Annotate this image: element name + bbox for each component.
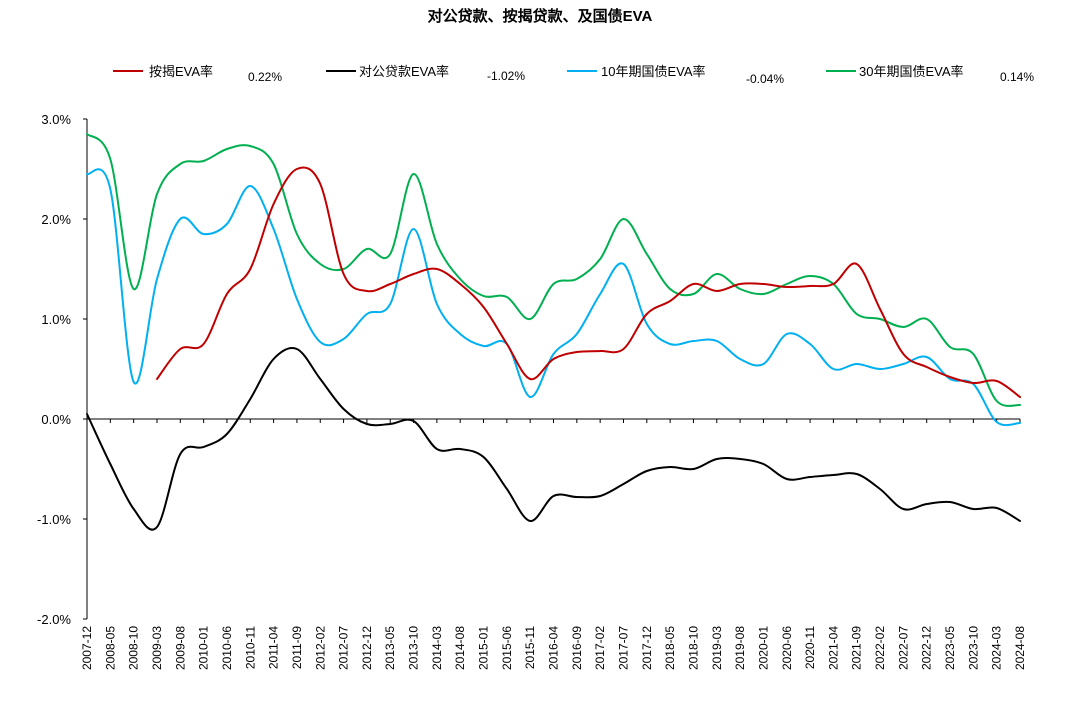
x-tick-label: 2022-07 [896,626,910,670]
series-layer [86,133,1021,531]
x-tick-label: 2022-12 [920,626,934,670]
x-tick-label: 2023-05 [943,626,957,670]
x-tick-label: 2024-08 [1013,626,1027,670]
y-tick-label: -1.0% [37,512,71,527]
x-tick-label: 2021-09 [850,626,864,670]
x-tick-label: 2011-04 [267,626,281,669]
x-tick-label: 2018-10 [686,626,700,670]
legend-label: 按揭EVA率 [149,64,213,79]
legend-latest-value: -0.04% [746,72,784,86]
x-tick-label: 2020-06 [780,626,794,670]
x-tick-label: 2013-10 [407,626,421,670]
chart-title: 对公贷款、按揭贷款、及国债EVA [428,7,653,25]
x-tick-label: 2011-09 [290,626,304,669]
x-tick-label: 2012-12 [360,626,374,670]
y-tick-label: 2.0% [41,212,71,227]
legend-item-3: 30年期国债EVA率 0.14% [826,64,1034,84]
x-tick-label: 2015-11 [523,626,537,669]
x-tick-label: 2010-01 [197,626,211,670]
legend-label: 10年期国债EVA率 [601,64,706,79]
x-tick-label: 2014-03 [430,626,444,670]
x-tick-label: 2019-08 [733,626,747,670]
x-tick-label: 2020-01 [756,626,770,670]
legend-label: 对公贷款EVA率 [359,64,449,79]
x-tick-label: 2017-12 [640,626,654,670]
x-tick-label: 2013-05 [383,626,397,670]
legend-item-0: 按揭EVA率 0.22% [113,64,282,84]
x-tick-label: 2009-08 [173,626,187,670]
x-tick-label: 2022-02 [873,626,887,670]
y-tick-label: -2.0% [37,612,71,627]
x-tick-label: 2019-03 [710,626,724,670]
series-line-1 [86,347,1021,531]
legend-latest-value: 0.22% [248,70,282,84]
y-tick-label: 1.0% [41,312,71,327]
x-tick-label: 2012-02 [313,626,327,670]
x-tick-label: 2020-11 [803,626,817,669]
legend-item-2: 10年期国债EVA率 -0.04% [567,64,784,86]
legend-latest-value: -1.02% [487,69,525,83]
legend: 按揭EVA率 0.22% 对公贷款EVA率 -1.02% 10年期国债EVA率 -0.04… [113,64,1034,86]
x-tick-label: 2016-09 [570,626,584,670]
x-tick-label: 2014-08 [453,626,467,670]
series-line-0 [156,166,1021,398]
x-tick-label: 2008-10 [127,626,141,670]
x-tick-label: 2012-07 [337,626,351,670]
x-tick-label: 2023-10 [966,626,980,670]
series-line-3 [86,133,1021,407]
axes: 3.0% 2.0% 1.0% 0.0% -1.0% -2.0% 2007-12 2008-05… [37,112,1027,670]
x-tick-label: 2015-01 [477,626,491,670]
x-tick-label: 2021-04 [826,626,840,670]
x-tick-label: 2007-12 [80,626,94,670]
x-tick-label: 2024-03 [990,626,1004,670]
legend-latest-value: 0.14% [1000,70,1034,84]
y-tick-label: 3.0% [41,112,71,127]
x-tick-label: 2009-03 [150,626,164,670]
x-tick-label: 2017-07 [616,626,630,670]
x-tick-label: 2017-02 [593,626,607,670]
x-tick-label: 2015-06 [500,626,514,670]
series-line-2 [86,168,1021,427]
legend-item-1: 对公贷款EVA率 -1.02% [326,64,525,83]
y-tick-label: 0.0% [41,412,71,427]
x-tick-label: 2010-11 [243,626,257,669]
x-tick-label: 2018-05 [663,626,677,670]
x-tick-label: 2010-06 [220,626,234,670]
legend-label: 30年期国债EVA率 [859,64,964,79]
x-tick-label: 2016-04 [547,626,561,670]
x-tick-label: 2008-05 [103,626,117,670]
